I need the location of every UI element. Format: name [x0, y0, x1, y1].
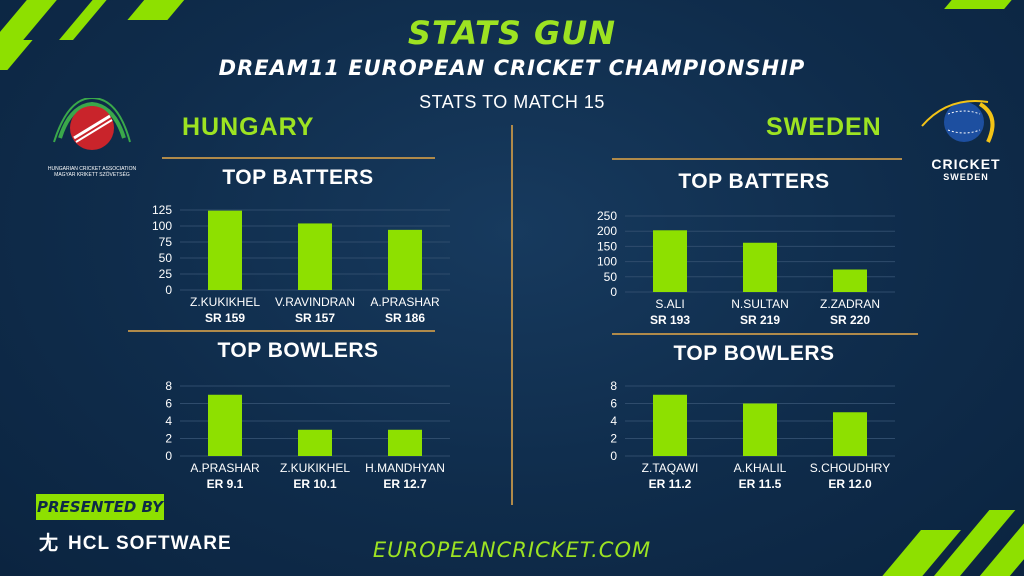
- sublabel: SR 193: [650, 313, 690, 327]
- sublabel: SR 159: [205, 311, 245, 325]
- y-tick-label: 150: [597, 239, 617, 253]
- brand-title: STATS GUN: [407, 14, 617, 52]
- bar: [653, 230, 687, 292]
- cricket-ball-icon: [53, 96, 131, 150]
- sublabel: SR 219: [740, 313, 780, 327]
- bar: [388, 429, 422, 456]
- chart-hungary-top-bowlers: 0 2 4 6 8 A.PRASHAR ER 9.1 Z.KUKIKHEL ER 10.1 H.M…: [165, 379, 450, 491]
- y-tick-label: 200: [597, 224, 617, 238]
- sweden-batters-title: TOP BATTERS: [678, 170, 830, 193]
- hungary-batters-title: TOP BATTERS: [222, 166, 374, 189]
- y-tick-label: 25: [159, 267, 173, 281]
- y-tick-label: 2: [610, 432, 617, 446]
- sublabel: SR 220: [830, 313, 870, 327]
- category-label: A.PRASHAR: [190, 461, 260, 475]
- sublabel: ER 11.2: [649, 477, 692, 491]
- y-tick-label: 250: [597, 209, 617, 223]
- y-tick-label: 0: [165, 449, 172, 463]
- y-tick-label: 6: [165, 397, 172, 411]
- sublabel: ER 10.1: [293, 477, 337, 491]
- bar: [298, 429, 332, 456]
- hungary-association-name: HUNGARIAN CRICKET ASSOCIATION: [47, 166, 137, 172]
- y-tick-label: 2: [165, 432, 172, 446]
- stats-subtitle: STATS TO MATCH 15: [419, 92, 605, 112]
- bar: [653, 394, 687, 456]
- y-tick-label: 0: [610, 285, 617, 299]
- y-tick-label: 4: [165, 414, 172, 428]
- category-label: Z.TAQAWI: [642, 461, 699, 475]
- bar: [743, 242, 777, 292]
- bar: [833, 412, 867, 456]
- category-label: A.PRASHAR: [370, 295, 440, 309]
- sublabel: SR 157: [295, 311, 335, 325]
- bar: [208, 394, 242, 456]
- team-name-sweden: SWEDEN: [766, 113, 882, 141]
- bar: [388, 229, 422, 290]
- bar: [743, 403, 777, 456]
- hungary-cricket-logo: HUNGARIAN CRICKET ASSOCIATION MAGYAR KRI…: [40, 96, 144, 178]
- category-label: A.KHALIL: [734, 461, 787, 475]
- divider-left-mid: [128, 330, 435, 332]
- event-title: DREAM11 EUROPEAN CRICKET CHAMPIONSHIP: [218, 56, 806, 80]
- category-label: N.SULTAN: [731, 297, 789, 311]
- category-label: V.RAVINDRAN: [275, 295, 355, 309]
- sublabel: ER 11.5: [739, 477, 782, 491]
- team-name-hungary: HUNGARY: [182, 113, 315, 141]
- chart-hungary-top-batters: 0 25 50 75 100 125 Z.KUKIKHEL SR 159 V.RAVINDRAN…: [152, 203, 450, 325]
- y-tick-label: 100: [152, 219, 172, 233]
- sweden-logo-country: SWEDEN: [943, 172, 989, 182]
- sublabel: ER 12.0: [828, 477, 872, 491]
- y-tick-label: 6: [610, 397, 617, 411]
- chart-sweden-top-bowlers: 0 2 4 6 8 Z.TAQAWI ER 11.2 A.KHALIL ER 11.5 S.CHO…: [610, 379, 895, 491]
- y-tick-label: 8: [610, 379, 617, 393]
- hcl-mark-icon: ⼪: [38, 533, 59, 554]
- hungary-association-name-hu: MAGYAR KRIKETT SZÖVETSÉG: [54, 172, 130, 178]
- hcl-software-logo: ⼪ HCL SOFTWARE: [36, 528, 232, 555]
- divider-left-top: [162, 157, 435, 159]
- category-label: Z.ZADRAN: [820, 297, 880, 311]
- y-tick-label: 50: [159, 251, 173, 265]
- footer-url: EUROPEANCRICKET.COM: [372, 538, 652, 562]
- sweden-logo-word: CRICKET: [931, 156, 1001, 172]
- category-label: Z.KUKIKHEL: [280, 461, 350, 475]
- cricket-ball-icon: [921, 100, 995, 143]
- sweden-cricket-logo: CRICKET SWEDEN: [918, 96, 1014, 188]
- center-divider: [511, 125, 513, 505]
- y-tick-label: 4: [610, 414, 617, 428]
- y-tick-label: 125: [152, 203, 172, 217]
- y-tick-label: 50: [604, 270, 618, 284]
- bar: [833, 269, 867, 292]
- bar: [298, 223, 332, 290]
- sublabel: SR 186: [385, 311, 425, 325]
- y-tick-label: 0: [165, 283, 172, 297]
- y-tick-label: 0: [610, 449, 617, 463]
- category-label: S.CHOUDHRY: [810, 461, 890, 475]
- divider-right-top: [612, 158, 902, 160]
- category-label: Z.KUKIKHEL: [190, 295, 260, 309]
- y-tick-label: 8: [165, 379, 172, 393]
- presented-by-badge: PRESENTED BY: [36, 494, 164, 520]
- y-tick-label: 75: [159, 235, 173, 249]
- bar: [208, 210, 242, 290]
- hungary-bowlers-title: TOP BOWLERS: [217, 339, 379, 362]
- y-tick-label: 100: [597, 255, 617, 269]
- sweden-bowlers-title: TOP BOWLERS: [673, 342, 835, 365]
- divider-right-mid: [612, 333, 918, 335]
- sublabel: ER 12.7: [383, 477, 427, 491]
- category-label: S.ALI: [655, 297, 684, 311]
- category-label: H.MANDHYAN: [365, 461, 445, 475]
- sublabel: ER 9.1: [207, 477, 244, 491]
- sponsor-name: HCL SOFTWARE: [68, 533, 232, 554]
